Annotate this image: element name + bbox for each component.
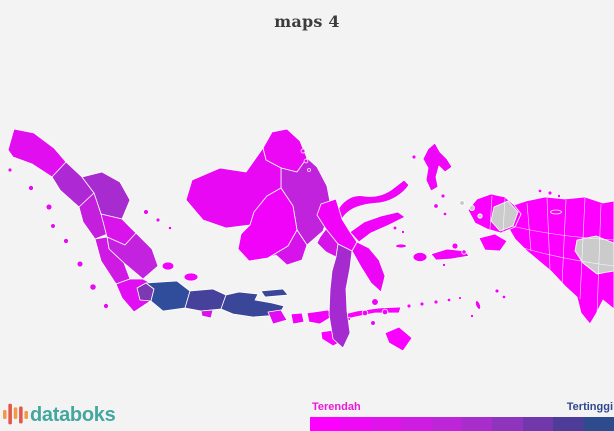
region-bali[interactable] — [267, 309, 288, 325]
legend-high-label: Tertinggi — [566, 401, 613, 413]
color-legend: Terendah Tertinggi — [310, 401, 614, 431]
legend-step — [462, 417, 493, 431]
papua-internal-borders — [489, 195, 614, 316]
region-bangka-belitung[interactable] — [161, 261, 199, 282]
legend-step — [401, 417, 432, 431]
nusa-tenggara-small-islands[interactable] — [346, 296, 462, 321]
sulawesi-north-islands[interactable] — [300, 148, 405, 234]
island-maluku — [395, 142, 507, 318]
region-south-kalimantan[interactable] — [267, 229, 308, 266]
region-riau-islands[interactable] — [143, 209, 173, 231]
legend-step — [431, 417, 463, 431]
island-papua — [451, 188, 614, 325]
region-southeast-sulawesi[interactable] — [351, 241, 386, 293]
brand-name: databoks — [30, 403, 116, 426]
legend-step — [583, 417, 614, 431]
region-buru[interactable] — [412, 251, 428, 262]
legend-labels: Terendah Tertinggi — [310, 401, 614, 413]
southeast-sulawesi-islands[interactable] — [361, 298, 389, 326]
legend-step — [340, 417, 371, 431]
region-sumbawa[interactable] — [306, 309, 334, 325]
databoks-logo[interactable]: databoks — [3, 401, 116, 428]
region-east-java[interactable] — [220, 291, 285, 318]
legend-step — [553, 417, 584, 431]
page-title: maps 4 — [274, 12, 340, 31]
region-yogyakarta[interactable] — [200, 309, 214, 319]
region-south-sulawesi[interactable] — [328, 243, 353, 349]
region-papua[interactable] — [507, 196, 614, 325]
maluku-small-islands[interactable] — [441, 262, 507, 318]
region-north-sulawesi[interactable] — [335, 179, 410, 220]
region-seram[interactable] — [430, 248, 470, 261]
island-bali-nusa-tenggara — [267, 296, 462, 352]
region-lombok[interactable] — [290, 312, 305, 325]
region-bengkulu[interactable] — [94, 236, 131, 285]
island-java — [136, 280, 289, 319]
region-north-maluku[interactable] — [422, 142, 453, 192]
region-bomberai[interactable] — [478, 233, 508, 252]
legend-step — [310, 417, 341, 431]
legend-low-label: Terendah — [312, 401, 361, 413]
region-timor[interactable] — [384, 326, 413, 352]
region-central-java[interactable] — [184, 288, 227, 312]
legend-step — [522, 417, 554, 431]
north-maluku-islands[interactable] — [395, 154, 448, 249]
region-aceh[interactable] — [7, 128, 67, 178]
island-kalimantan — [185, 128, 332, 266]
island-sulawesi — [300, 148, 410, 349]
raja-ampat-no-data-islands — [459, 200, 483, 219]
legend-gradient — [310, 417, 614, 431]
legend-step — [370, 417, 402, 431]
region-west-java[interactable] — [145, 280, 191, 312]
papua-small-islands[interactable] — [451, 188, 562, 255]
databoks-bars-icon — [3, 403, 28, 425]
sumatra-west-coast-islands[interactable] — [7, 167, 110, 309]
region-madura[interactable] — [260, 288, 289, 298]
region-central-sulawesi-east-arm[interactable] — [349, 211, 406, 243]
legend-step — [492, 417, 523, 431]
